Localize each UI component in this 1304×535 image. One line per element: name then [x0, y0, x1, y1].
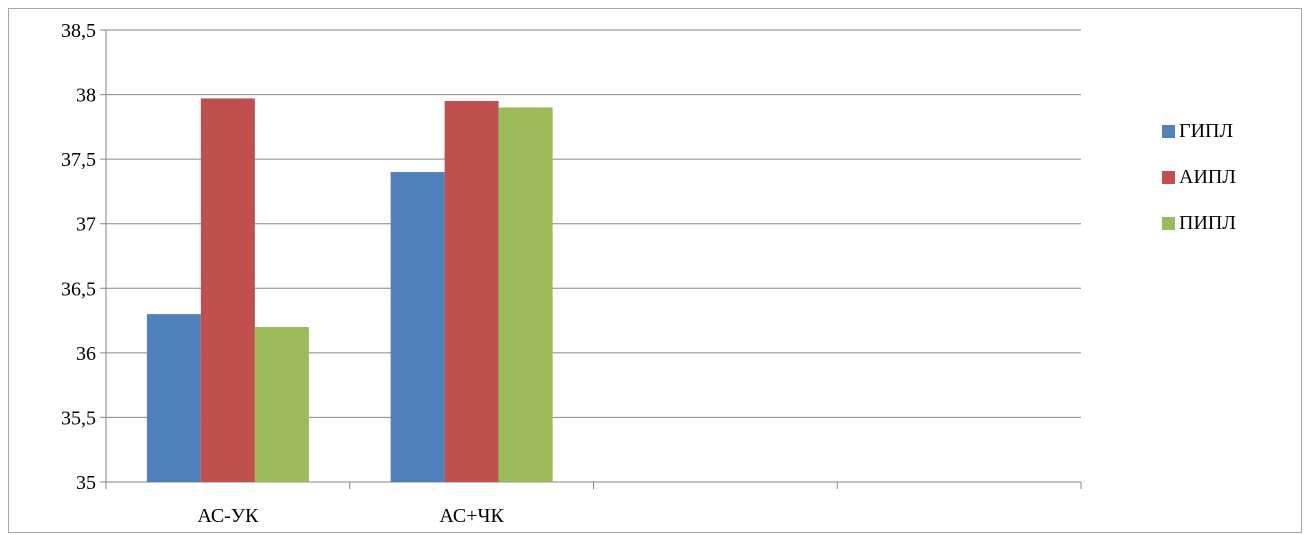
- legend-item-series-2: ПИПЛ: [1162, 200, 1292, 246]
- legend-label-1: АИПЛ: [1179, 165, 1236, 188]
- y-tick-label-7: 38,5: [61, 20, 96, 42]
- x-category-label-0: АС-УК: [197, 505, 259, 527]
- bar-0-1: [200, 98, 255, 483]
- y-tick-label-0: 35: [76, 472, 96, 494]
- bar-0-0: [146, 314, 201, 482]
- bar-1-0: [390, 172, 445, 483]
- legend-item-series-1: АИПЛ: [1162, 154, 1292, 200]
- legend-swatch-0: [1162, 124, 1175, 138]
- legend-swatch-1: [1162, 170, 1175, 184]
- y-tick-label-5: 37,5: [61, 149, 96, 171]
- bar-1-1: [444, 101, 499, 483]
- legend-swatch-2: [1162, 216, 1175, 230]
- legend-label-0: ГИПЛ: [1179, 119, 1234, 142]
- y-tick-label-6: 38: [76, 85, 96, 107]
- x-category-label-1: АС+ЧК: [439, 505, 504, 527]
- legend-item-series-0: ГИПЛ: [1162, 108, 1292, 154]
- y-tick-label-3: 36,5: [61, 278, 96, 300]
- y-tick-label-4: 37: [76, 214, 96, 236]
- y-tick-label-2: 36: [76, 343, 96, 365]
- legend: ГИПЛ АИПЛ ПИПЛ: [1162, 108, 1292, 246]
- bar-1-2: [498, 107, 553, 482]
- bar-0-2: [254, 327, 309, 482]
- y-tick-label-1: 35,5: [61, 407, 96, 429]
- legend-label-2: ПИПЛ: [1179, 211, 1236, 234]
